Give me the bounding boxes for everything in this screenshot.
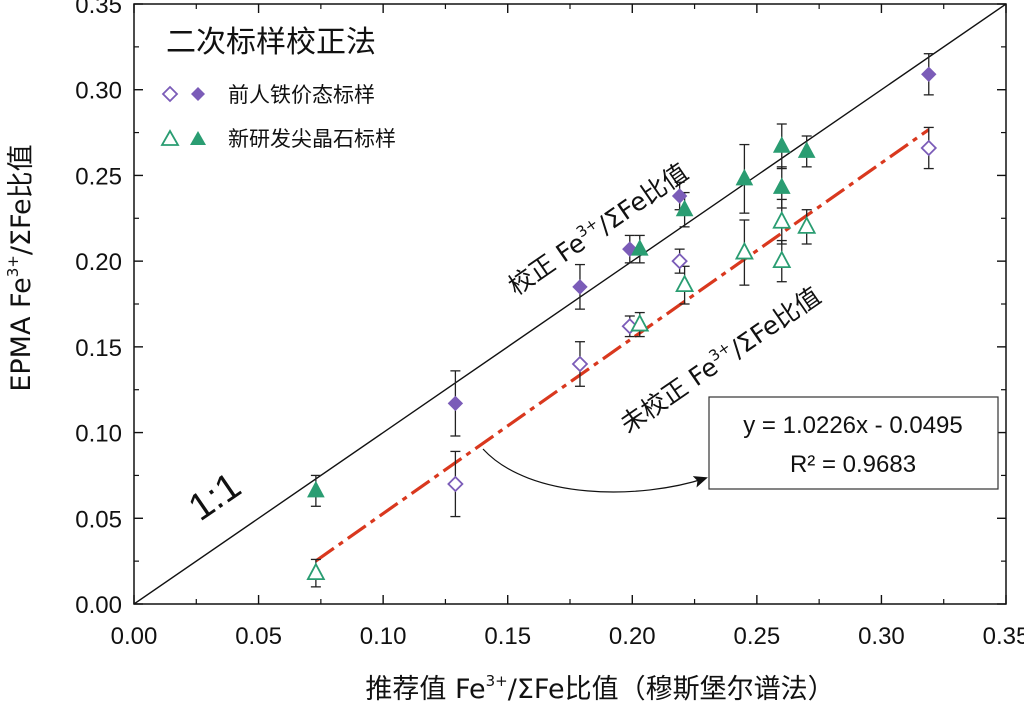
prior-standard-uncorrected-point xyxy=(671,252,688,270)
x-axis-title: 推荐值 Fe3+/ΣFe比值（穆斯堡尔谱法） xyxy=(365,672,834,703)
one-to-one-line xyxy=(134,4,1006,604)
y-tick-label: 0.25 xyxy=(75,163,122,190)
spinel-standard-uncorrected-point xyxy=(772,210,792,229)
prior-standard-uncorrected-point xyxy=(571,355,589,373)
equation-pointer-arrow xyxy=(482,448,708,493)
spinel-standard-corrected-point xyxy=(675,199,694,217)
axes: 0.00 0.05 0.10 0.15 0.20 0.25 0.30 0.35 0.00 0.05… xyxy=(75,0,1024,650)
spinel-standard-uncorrected-point xyxy=(797,215,817,234)
prior-standard-corrected-point xyxy=(572,279,588,295)
x-tick-label: 0.05 xyxy=(235,623,282,650)
legend: 前人铁价态标样 新研发尖晶石标样 xyxy=(160,83,396,151)
spinel-standard-corrected-point xyxy=(772,177,791,194)
x-tick-label: 0.20 xyxy=(609,623,656,650)
prior-standard-uncorrected-point xyxy=(447,475,464,493)
regression-line xyxy=(314,128,930,563)
legend-triangle-open-icon xyxy=(160,129,180,146)
one-to-one-label: 1:1 xyxy=(181,465,248,530)
spinel-standard-corrected-point xyxy=(797,141,816,158)
spinel-standard-uncorrected-point xyxy=(734,241,754,260)
chart-title: 二次标样校正法 xyxy=(166,25,376,60)
y-tick-label: 0.10 xyxy=(75,421,122,448)
x-tick-label: 0.30 xyxy=(858,623,905,650)
equation-box-frame xyxy=(708,396,999,490)
corrected-line-label: 校正 Fe3+/ΣFe比值 xyxy=(502,156,694,301)
prior-standard-corrected-point xyxy=(671,188,688,204)
legend-label-spinel-standards: 新研发尖晶石标样 xyxy=(228,127,396,151)
spinel-standard-uncorrected-point xyxy=(630,313,650,332)
x-tick-label: 0.25 xyxy=(733,623,780,650)
y-tick-label: 0.20 xyxy=(75,249,122,276)
legend-label-prior-standards: 前人铁价态标样 xyxy=(228,83,375,107)
fit-lines xyxy=(134,4,1006,604)
y-tick-label: 0.35 xyxy=(75,0,122,19)
x-tick-label: 0.00 xyxy=(111,623,158,650)
data-markers xyxy=(306,66,938,581)
x-tick-label: 0.15 xyxy=(484,623,531,650)
spinel-standard-corrected-point xyxy=(735,168,754,186)
legend-triangle-filled-icon xyxy=(190,131,206,145)
regression-equation-box: y = 1.0226x - 0.0495 R² = 0.9683 xyxy=(708,396,999,490)
legend-diamond-open-icon xyxy=(161,85,179,103)
y-tick-label: 0.30 xyxy=(75,78,122,105)
y-tick-label: 0.05 xyxy=(75,506,122,533)
spinel-standard-corrected-point xyxy=(307,480,325,498)
legend-diamond-filled-icon xyxy=(191,87,205,101)
spinel-standard-corrected-point xyxy=(772,136,791,153)
error-bars xyxy=(310,53,934,588)
regression-r-squared: R² = 0.9683 xyxy=(790,451,916,478)
y-tick-label: 0.15 xyxy=(75,335,122,362)
prior-standard-uncorrected-point xyxy=(920,139,938,157)
y-tick-label: 0.00 xyxy=(75,592,122,619)
spinel-standard-uncorrected-point xyxy=(675,274,695,293)
regression-equation: y = 1.0226x - 0.0495 xyxy=(743,412,963,439)
prior-standard-corrected-point xyxy=(921,66,937,82)
prior-standard-corrected-point xyxy=(447,395,464,412)
legend-item-spinel-standards: 新研发尖晶石标样 xyxy=(160,127,396,151)
legend-item-prior-standards: 前人铁价态标样 xyxy=(161,83,375,107)
x-tick-label: 0.10 xyxy=(360,623,407,650)
x-tick-label: 0.35 xyxy=(983,623,1024,650)
spinel-standard-uncorrected-point xyxy=(772,250,792,269)
spinel-standard-uncorrected-point xyxy=(306,562,326,581)
spinel-standard-corrected-point xyxy=(630,239,649,256)
y-axis-title: EPMA Fe3+/ΣFe比值 xyxy=(4,144,37,391)
